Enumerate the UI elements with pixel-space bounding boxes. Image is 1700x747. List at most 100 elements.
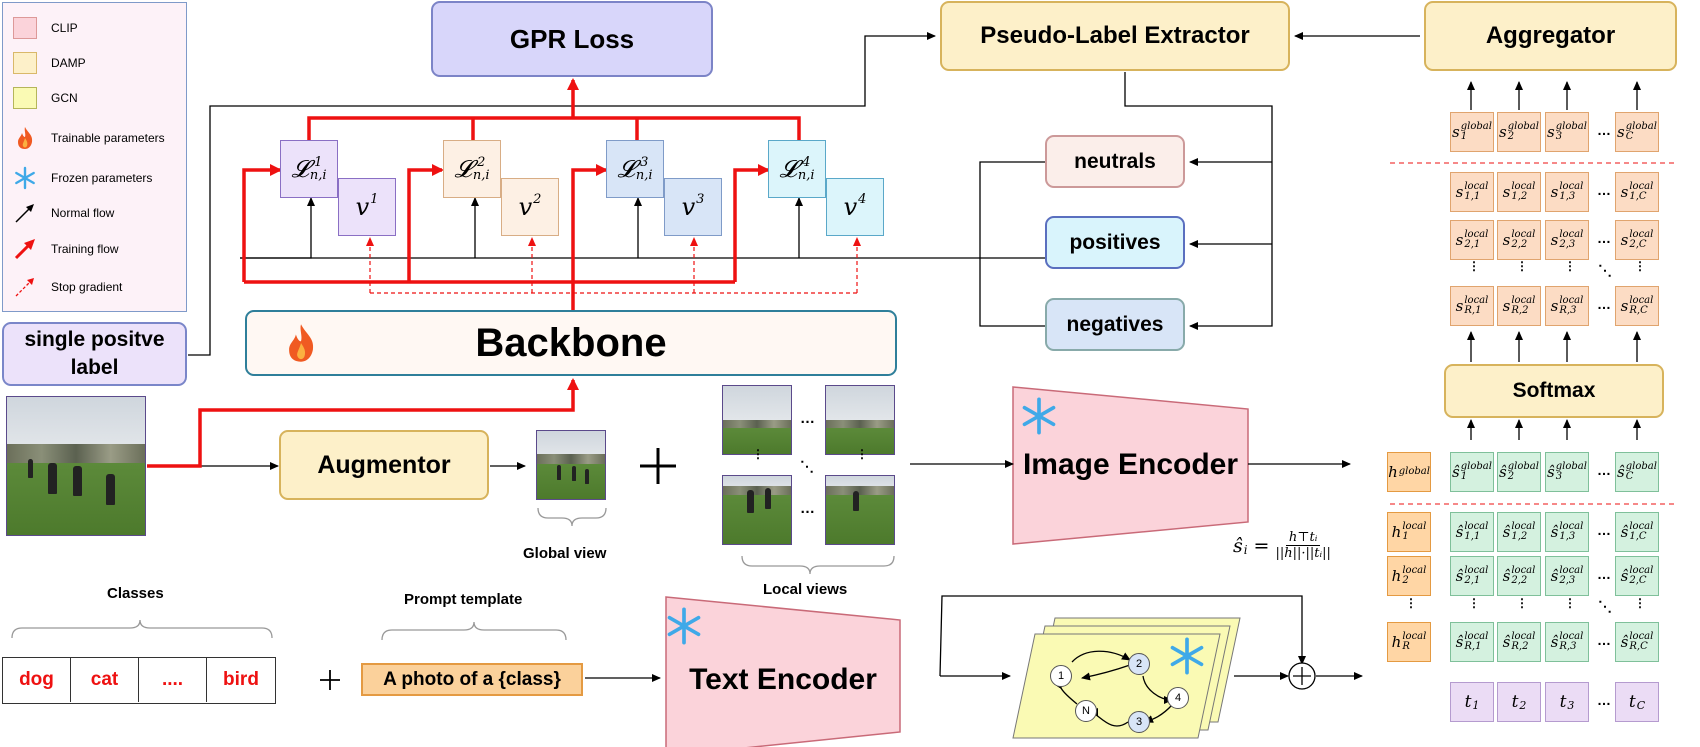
score-symbol: ŝ (1550, 567, 1559, 585)
h-superscript: local (1402, 520, 1427, 532)
t-symbol: t (1559, 692, 1567, 712)
score-cell: ŝ local R,2 (1497, 622, 1541, 662)
score-superscript: global (1555, 120, 1587, 132)
legend-clip-label: CLIP (51, 21, 78, 35)
plus-sign-views (640, 448, 676, 484)
prompt-template-label: Prompt template (404, 591, 523, 608)
score-subscript: 2,2 (1511, 239, 1528, 250)
score-cell: s local 1,1 (1450, 172, 1494, 212)
h-symbol: h (1391, 523, 1402, 541)
local-view-image (722, 475, 792, 545)
score-cell: ŝ local R,1 (1450, 622, 1494, 662)
h-cell: h local R (1387, 622, 1431, 662)
score-indices: local R,C (1629, 631, 1653, 653)
legend-frozen-label: Frozen parameters (51, 171, 153, 185)
score-symbol: ŝ (1502, 523, 1511, 541)
h-indices: local 2 (1402, 565, 1426, 587)
score-subscript: 1,1 (1464, 191, 1481, 202)
softmax-box: Softmax (1444, 364, 1664, 418)
row-ellipsis: … (1597, 122, 1612, 138)
score-subscript: R,3 (1559, 305, 1577, 316)
score-superscript: local (1629, 228, 1654, 240)
legend-frozen: Frozen parameters (13, 165, 152, 191)
score-subscript: R,C (1629, 641, 1648, 652)
score-cell: ŝ local 2,3 (1545, 556, 1589, 596)
score-indices: local R,2 (1511, 630, 1536, 653)
legend-gcn-label: GCN (51, 91, 78, 105)
score-superscript: local (1511, 564, 1536, 576)
gcn-node: 4 (1167, 687, 1189, 709)
formula-lhs-sub: i (1243, 542, 1248, 557)
score-indices: local 1,C (1629, 180, 1654, 203)
score-cell: ŝ local 1,2 (1497, 512, 1541, 552)
score-symbol: ŝ (1617, 463, 1625, 481)
score-superscript: local (1559, 294, 1584, 306)
score-symbol: s (1455, 183, 1464, 201)
row-ellipsis: … (1597, 230, 1612, 246)
score-cell: ŝ local 1,3 (1545, 512, 1589, 552)
loss-box-2: 𝓛 2 n,i (443, 140, 501, 198)
score-indices: local 2,2 (1511, 229, 1535, 251)
score-superscript: local (1464, 294, 1489, 306)
score-cell: s local R,C (1615, 286, 1659, 326)
loss-box-3: 𝓛 3 n,i (606, 140, 664, 198)
score-indices: local 2,2 (1511, 564, 1536, 587)
image-encoder-shape (1012, 386, 1249, 545)
loss-indices: 2 n,i (473, 156, 490, 182)
row-ellipsis: … (1597, 522, 1612, 538)
score-subscript: R,2 (1511, 305, 1529, 316)
score-subscript: 1 (1460, 131, 1468, 142)
score-cell: s local 1,2 (1497, 172, 1541, 212)
column-ellipsis: ⋮ (1468, 259, 1481, 273)
score-indices: global 3 (1555, 120, 1587, 143)
global-view-label: Global view (523, 545, 607, 562)
h-cell: h local 1 (1387, 512, 1431, 552)
score-cell: ŝ global 2 (1497, 452, 1541, 492)
column-ellipsis: ⋮ (1564, 259, 1577, 273)
loss-symbol: 𝓛 (454, 155, 472, 183)
score-subscript: 1,3 (1559, 191, 1576, 202)
h-indices: local 1 (1402, 520, 1427, 543)
score-symbol: s (1502, 297, 1511, 315)
column-ellipsis: ⋮ (1564, 596, 1577, 610)
aggregator-box: Aggregator (1424, 1, 1677, 71)
score-cell: ŝ global 3 (1545, 452, 1589, 492)
snowflake-icon (664, 606, 704, 651)
score-cell: s local 1,C (1615, 172, 1659, 212)
score-cell: ŝ local 2,2 (1497, 556, 1541, 596)
score-superscript: local (1629, 180, 1654, 192)
h-indices: global (1399, 466, 1430, 478)
backbone-label: Backbone (475, 320, 667, 365)
score-cell: s local R,3 (1545, 286, 1589, 326)
score-symbol: s (1455, 297, 1464, 315)
h-subscript: R (1402, 641, 1410, 652)
classes-table: dog cat.... bird (2, 657, 276, 704)
class-cell: bird (223, 669, 259, 690)
score-superscript: local (1464, 228, 1489, 240)
score-superscript: local (1629, 564, 1654, 576)
backbone-box: Backbone (245, 310, 897, 376)
score-superscript: local (1464, 520, 1489, 532)
formula-numerator: h⊤tᵢ (1285, 530, 1321, 546)
score-symbol: s (1617, 123, 1625, 141)
score-superscript: local (1559, 630, 1584, 642)
loss-symbol: 𝓛 (617, 155, 635, 183)
diag-ellipsis: ⋱ (1598, 262, 1613, 278)
score-cell: s local 1,3 (1545, 172, 1589, 212)
score-indices: local 1,2 (1511, 181, 1535, 203)
score-symbol: s (1499, 123, 1507, 141)
score-indices: local 2,1 (1464, 228, 1489, 251)
score-symbol: s (1547, 123, 1555, 141)
score-indices: local R,C (1629, 295, 1653, 317)
score-indices: local 1,C (1629, 521, 1653, 543)
text-encoder-shape (665, 596, 901, 747)
score-subscript: 2,C (1629, 575, 1647, 586)
score-superscript: local (1511, 630, 1536, 642)
legend: CLIP DAMP GCN Trainable parameters Froze… (2, 2, 187, 312)
score-indices: global C (1626, 121, 1657, 143)
plus-sign-text (320, 670, 340, 690)
score-symbol: s (1620, 231, 1629, 249)
loss-symbol: 𝓛 (291, 155, 309, 183)
